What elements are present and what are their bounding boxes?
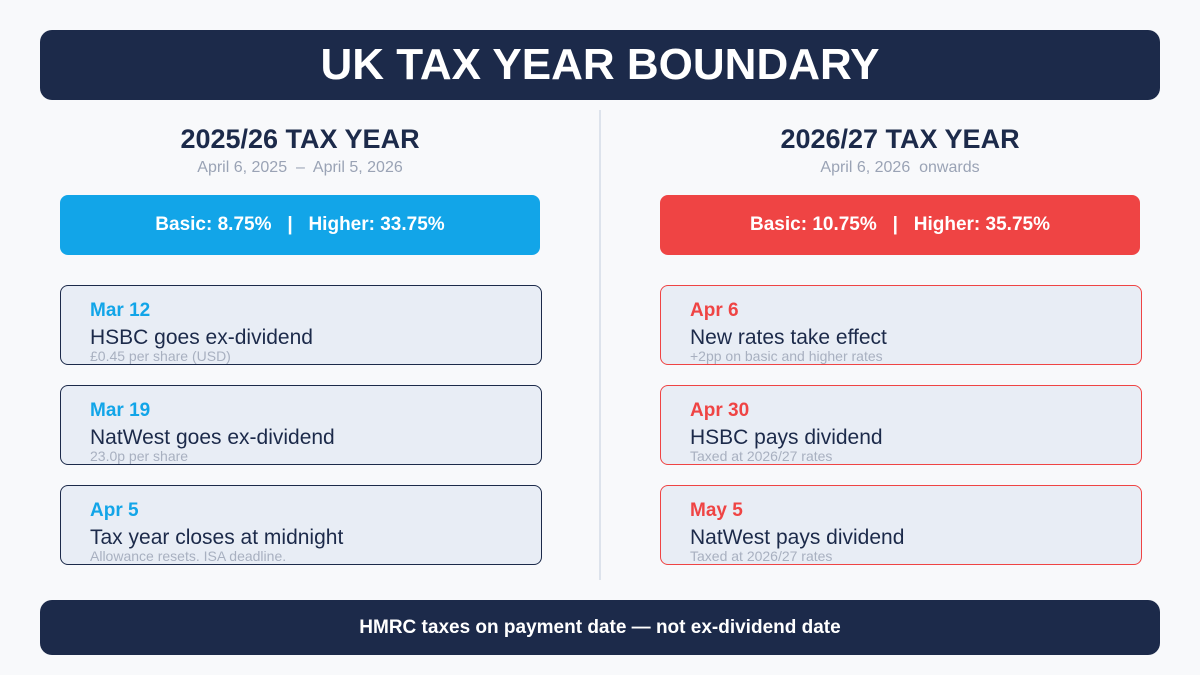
event-date: Apr 5 <box>90 500 139 521</box>
footer-text: HMRC taxes on payment date — not ex-divi… <box>40 600 1160 655</box>
event-card: Apr 6 New rates take effect +2pp on basic … <box>660 285 1142 365</box>
event-card: Apr 30 HSBC pays dividend Taxed at 2026/27… <box>660 385 1142 465</box>
event-note: +2pp on basic and higher rates <box>690 348 883 364</box>
event-note: Taxed at 2026/27 rates <box>690 448 833 464</box>
event-date: Mar 19 <box>90 400 151 421</box>
event-date: May 5 <box>690 500 743 521</box>
divider <box>599 110 601 580</box>
event-card: Mar 19 NatWest goes ex-dividend 23.0p per … <box>60 385 542 465</box>
event-card: Mar 12 HSBC goes ex-dividend £0.45 per sha… <box>60 285 542 365</box>
event-title: New rates take effect <box>690 326 887 349</box>
column-title: 2026/27 TAX YEAR <box>780 124 1020 154</box>
event-date: Apr 6 <box>690 300 739 321</box>
event-card: Apr 5 Tax year closes at midnight Allowanc… <box>60 485 542 565</box>
event-title: HSBC goes ex-dividend <box>90 326 313 349</box>
event-title: NatWest goes ex-dividend <box>90 426 335 449</box>
event-title: Tax year closes at midnight <box>90 526 344 549</box>
column-dates: April 6, 2026 onwards <box>820 159 980 176</box>
column-dates: April 6, 2025 – April 5, 2026 <box>197 159 403 176</box>
event-note: 23.0p per share <box>90 448 189 464</box>
rates-box: Basic: 10.75% | Higher: 35.75% <box>660 195 1140 255</box>
column-title: 2025/26 TAX YEAR <box>180 124 420 154</box>
event-note: Taxed at 2026/27 rates <box>690 548 833 564</box>
header-title: UK TAX YEAR BOUNDARY <box>40 30 1160 100</box>
event-title: NatWest pays dividend <box>690 526 905 549</box>
rates-box: Basic: 8.75% | Higher: 33.75% <box>60 195 540 255</box>
event-note: £0.45 per share (USD) <box>90 348 231 364</box>
event-date: Apr 30 <box>690 400 750 421</box>
event-title: HSBC pays dividend <box>690 426 883 449</box>
column: 2025/26 TAX YEAR April 6, 2025 – April 5,… <box>60 110 542 570</box>
column: 2026/27 TAX YEAR April 6, 2026 onwards Bas… <box>660 110 1142 570</box>
event-note: Allowance resets. ISA deadline. <box>90 548 287 564</box>
event-card: May 5 NatWest pays dividend Taxed at 2026/… <box>660 485 1142 565</box>
event-date: Mar 12 <box>90 300 151 321</box>
